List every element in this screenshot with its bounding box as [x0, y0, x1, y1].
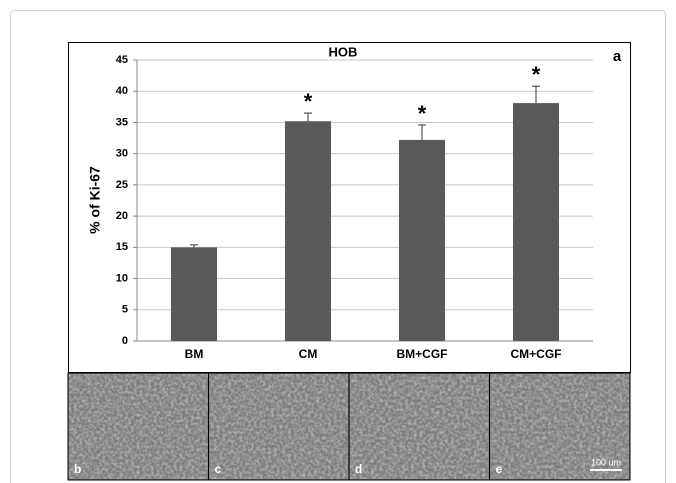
error-bar — [190, 244, 198, 248]
bar — [285, 121, 331, 341]
significance-marker: * — [418, 101, 427, 126]
y-tick-label: 30 — [116, 148, 128, 160]
bar — [513, 103, 559, 341]
image-strip: b c d e 100 um — [67, 372, 631, 481]
x-tick-label: CM+CGF — [511, 347, 562, 361]
error-bar — [304, 112, 312, 122]
bar — [399, 139, 445, 341]
y-tick-label: 10 — [116, 272, 128, 284]
image-label: b — [74, 462, 81, 476]
y-tick-label: 40 — [116, 85, 128, 97]
y-tick-label: 45 — [116, 54, 128, 66]
x-tick-label: CM — [299, 347, 318, 361]
bar — [171, 247, 217, 341]
image-label: e — [496, 462, 503, 476]
y-tick-label: 20 — [116, 210, 128, 222]
significance-marker: * — [304, 89, 313, 114]
y-tick-label: 35 — [116, 116, 128, 128]
x-tick-label: BM+CGF — [397, 347, 448, 361]
significance-marker: * — [532, 62, 541, 87]
panel-label: a — [613, 48, 622, 65]
y-tick-label: 15 — [116, 241, 128, 253]
micrograph-texture — [350, 374, 489, 479]
y-tick-label: 5 — [122, 304, 128, 316]
y-tick-label: 25 — [116, 179, 128, 191]
x-tick-label: BM — [185, 347, 204, 361]
image-label: d — [355, 462, 362, 476]
image-label: c — [215, 462, 222, 476]
scale-bar-label: 100 um — [591, 457, 621, 467]
y-tick-label: 0 — [122, 335, 128, 347]
micrograph-texture — [209, 374, 348, 479]
micrograph-texture — [69, 374, 208, 479]
error-bar — [418, 124, 426, 140]
chart-title: HOB — [329, 44, 358, 59]
micrograph-texture — [490, 374, 629, 479]
y-axis-label: % of Ki-67 — [87, 166, 103, 234]
error-bar — [532, 85, 540, 104]
